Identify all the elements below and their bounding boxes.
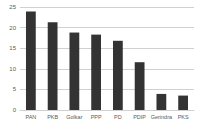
- svg-text:PKS: PKS: [178, 114, 189, 120]
- svg-text:PAN: PAN: [25, 114, 36, 120]
- svg-text:Golkar: Golkar: [66, 114, 82, 120]
- svg-text:Gerindra: Gerindra: [151, 114, 173, 120]
- svg-text:PPP: PPP: [91, 114, 102, 120]
- svg-text:PD: PD: [114, 114, 122, 120]
- svg-text:5: 5: [13, 86, 17, 92]
- svg-text:25: 25: [9, 4, 16, 10]
- svg-text:0: 0: [13, 107, 17, 113]
- svg-text:10: 10: [9, 66, 16, 72]
- svg-text:20: 20: [9, 25, 16, 31]
- svg-text:PDIP: PDIP: [133, 114, 146, 120]
- svg-text:15: 15: [9, 45, 16, 51]
- svg-text:PKB: PKB: [47, 114, 58, 120]
